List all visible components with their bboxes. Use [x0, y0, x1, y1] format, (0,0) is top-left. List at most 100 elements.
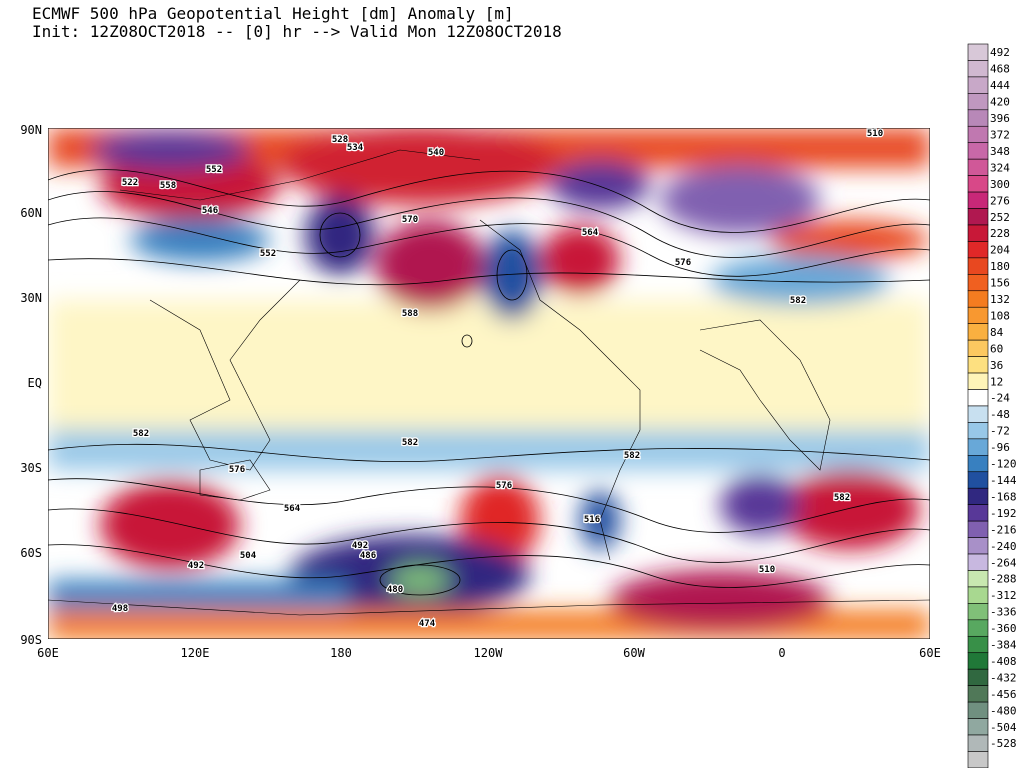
title: ECMWF 500 hPa Geopotential Height [dm] A…: [32, 4, 514, 23]
colorbar-swatch: [967, 76, 989, 94]
colorbar-label: -216: [990, 523, 1017, 536]
colorbar-label: 276: [990, 194, 1010, 207]
contour-label: 486: [360, 551, 376, 561]
colorbar-swatch: [967, 158, 989, 176]
contour-label: 522: [122, 178, 138, 188]
colorbar-swatch: [967, 306, 989, 324]
colorbar-label: -288: [990, 573, 1017, 586]
colorbar-swatch: [967, 109, 989, 127]
colorbar-label: -24: [990, 392, 1010, 405]
contour-label: 576: [675, 258, 691, 268]
lon-label: 180: [330, 646, 352, 660]
colorbar-label: -360: [990, 622, 1017, 635]
colorbar-label: 36: [990, 359, 1003, 372]
contour-label: 534: [347, 143, 364, 153]
contour-label: 510: [867, 129, 883, 139]
colorbar-label: 12: [990, 375, 1003, 388]
colorbar-label: -528: [990, 737, 1017, 750]
colorbar-label: 372: [990, 128, 1010, 141]
colorbar-swatch: [967, 224, 989, 242]
colorbar-swatch: [967, 751, 989, 769]
contour-label: 516: [584, 515, 600, 525]
lat-label: 90N: [20, 123, 42, 137]
colorbar-swatch: [967, 668, 989, 686]
colorbar-swatch: [967, 422, 989, 440]
colorbar-label: -192: [990, 507, 1017, 520]
colorbar-swatch: [967, 487, 989, 505]
colorbar-swatch: [967, 339, 989, 357]
subtitle: Init: 12Z08OCT2018 -- [0] hr --> Valid M…: [32, 22, 562, 41]
contour-label: 492: [188, 561, 204, 571]
colorbar-label: 300: [990, 178, 1010, 191]
contour-label: 498: [112, 604, 128, 614]
colorbar-label: -456: [990, 688, 1017, 701]
colorbar-label: 204: [990, 244, 1010, 257]
axes: 60E 120E 180 120W 60W 0 60E 90N 60N 30N EQ 30S 60S 90…: [20, 123, 941, 660]
colorbar-swatch: [967, 125, 989, 144]
colorbar-label: 348: [990, 145, 1010, 158]
colorbar-label: 420: [990, 96, 1010, 109]
contour-label: 474: [419, 619, 436, 629]
colorbar-label: 60: [990, 342, 1003, 355]
colorbar-label: -312: [990, 589, 1017, 602]
colorbar-swatch: [967, 274, 989, 292]
colorbar-swatch: [967, 537, 989, 555]
contour-label: 582: [790, 296, 806, 306]
colorbar-label: 156: [990, 277, 1010, 290]
lon-label: 60W: [623, 646, 645, 660]
colorbar-swatch: [967, 455, 989, 473]
colorbar-label: -480: [990, 704, 1017, 717]
colorbar-label: -384: [990, 639, 1017, 652]
contour-label: 540: [428, 148, 444, 158]
colorbar-label: 324: [990, 161, 1010, 174]
colorbar-swatch: [967, 43, 989, 61]
colorbar-label: -168: [990, 490, 1017, 503]
colorbar-label: -264: [990, 556, 1017, 569]
colorbar-label: 132: [990, 293, 1010, 306]
contour-label: 582: [624, 451, 640, 461]
colorbar-swatch: [967, 734, 989, 752]
contour-label: 582: [834, 493, 850, 503]
contour-label: 552: [206, 165, 222, 175]
colorbar-swatch: [967, 685, 989, 703]
lon-label: 0: [778, 646, 785, 660]
colorbar-label: -144: [990, 474, 1017, 487]
colorbar-label: -240: [990, 540, 1017, 553]
colorbar-swatch: [967, 60, 989, 78]
colorbar-swatch: [967, 504, 989, 522]
colorbar-swatch: [967, 619, 989, 637]
colorbar-swatch: [967, 241, 989, 259]
colorbar-label: -408: [990, 655, 1017, 668]
contour-label: 582: [402, 438, 418, 448]
contour-label: 528: [332, 135, 348, 145]
colorbar-label: -48: [990, 408, 1010, 421]
colorbar-label: 108: [990, 309, 1010, 322]
colorbar-swatch: [967, 652, 989, 670]
colorbar-label: 492: [990, 46, 1010, 59]
lon-label: 120E: [181, 646, 210, 660]
contour-label: 492: [352, 541, 368, 551]
colorbar-label: 252: [990, 211, 1010, 224]
colorbar-label: 84: [990, 326, 1004, 339]
colorbar-swatch: [967, 372, 989, 390]
colorbar-swatch: [967, 603, 989, 621]
lon-label: 120W: [474, 646, 504, 660]
lat-label: 30S: [20, 461, 42, 475]
colorbar-label: 396: [990, 112, 1010, 125]
colorbar-swatch: [967, 586, 989, 604]
lat-label: 30N: [20, 291, 42, 305]
colorbar-swatch: [967, 257, 989, 275]
contour-label: 576: [229, 465, 245, 475]
colorbar-swatch: [967, 208, 989, 226]
colorbar-swatch: [967, 635, 989, 654]
colorbar-label: 228: [990, 227, 1010, 240]
colorbar-label: -432: [990, 671, 1017, 684]
colorbar-label: 468: [990, 63, 1010, 76]
colorbar-label: 180: [990, 260, 1010, 273]
lon-label: 60E: [919, 646, 941, 660]
colorbar-swatch: [967, 553, 989, 571]
contour-label: 558: [160, 181, 176, 191]
contour-label: 564: [284, 504, 301, 514]
